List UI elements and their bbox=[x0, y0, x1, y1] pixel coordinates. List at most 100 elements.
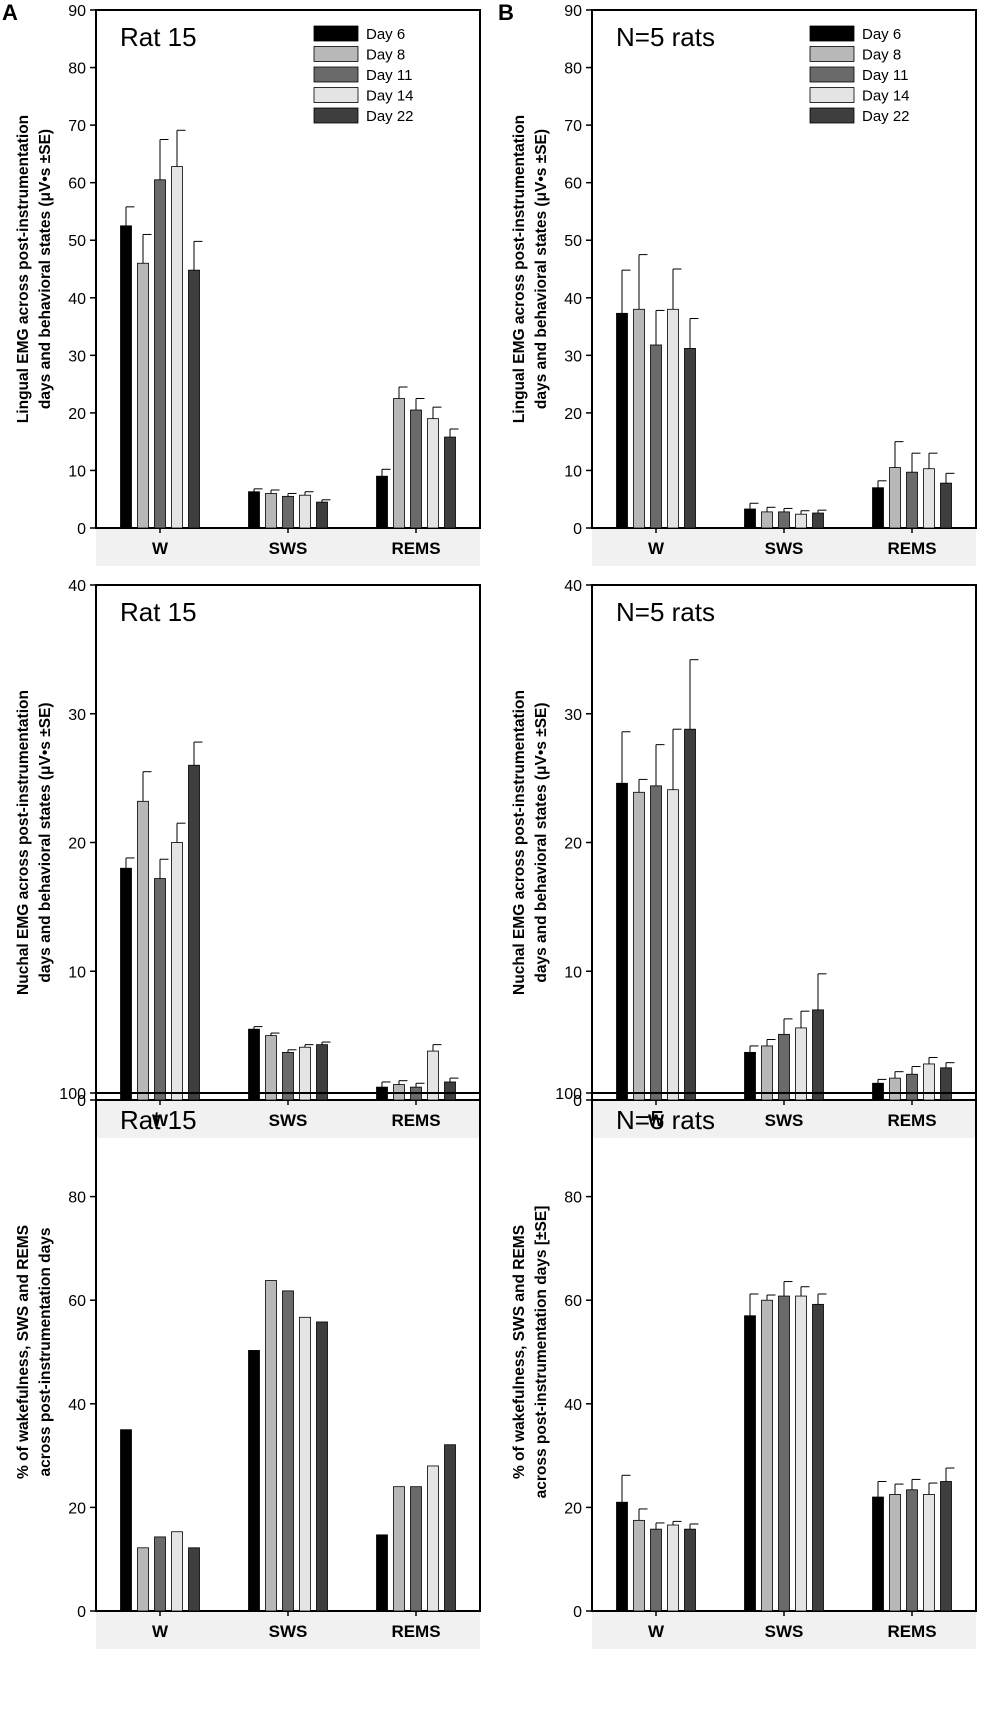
bar-day-22 bbox=[684, 348, 696, 529]
legend-swatch bbox=[809, 25, 855, 42]
y-tick-label: 70 bbox=[68, 118, 86, 135]
bar-day-6 bbox=[120, 225, 132, 529]
bar-day-14 bbox=[795, 513, 807, 529]
bar-day-6 bbox=[744, 1315, 756, 1612]
y-tick-label: 70 bbox=[564, 118, 582, 135]
bar-day-11 bbox=[778, 511, 790, 529]
chart-title: Rat 15 bbox=[120, 22, 197, 52]
y-tick-label: 80 bbox=[564, 1190, 582, 1207]
x-axis-band bbox=[96, 528, 480, 566]
bar-day-14 bbox=[299, 1316, 311, 1612]
bar-day-11 bbox=[906, 1073, 918, 1101]
x-category-label: W bbox=[152, 1111, 169, 1130]
legend-entry: Day 11 bbox=[366, 67, 412, 84]
y-tick-label: 40 bbox=[68, 1397, 86, 1414]
chart-title: N=5 rats bbox=[616, 597, 715, 627]
bar-day-8 bbox=[761, 1045, 773, 1101]
bar-day-22 bbox=[684, 1528, 696, 1612]
x-category-label: W bbox=[152, 539, 169, 558]
chart-title: Rat 15 bbox=[120, 597, 197, 627]
bar-day-14 bbox=[923, 1494, 935, 1612]
x-axis-band bbox=[96, 1611, 480, 1649]
chart-pct-rat15: 0 20 40 60 80 100 % of wakefulness, SWS and RE… bbox=[15, 1086, 481, 1649]
y-tick-label: 0 bbox=[77, 521, 86, 538]
y-axis-label-line2: days and behavioral states (μV•s ±SE) bbox=[533, 702, 550, 982]
bar-day-6 bbox=[120, 867, 132, 1101]
legend-swatch bbox=[313, 107, 359, 124]
y-tick-label: 20 bbox=[564, 836, 582, 853]
legend-entry: Day 14 bbox=[366, 88, 414, 105]
legend-entry: Day 8 bbox=[366, 47, 405, 64]
legend-swatch bbox=[809, 46, 855, 62]
legend-swatch bbox=[809, 66, 855, 83]
y-tick-label: 50 bbox=[68, 233, 86, 250]
x-category-label: SWS bbox=[765, 1622, 804, 1641]
bar-day-14 bbox=[667, 789, 679, 1101]
legend-swatch bbox=[313, 46, 359, 62]
y-tick-label: 20 bbox=[564, 1500, 582, 1517]
y-axis-label-line2: days and behavioral states (μV•s ±SE) bbox=[37, 702, 54, 982]
bar-day-22 bbox=[812, 1303, 824, 1612]
x-category-label: REMS bbox=[391, 539, 440, 558]
legend-swatch bbox=[313, 87, 359, 103]
x-category-label: SWS bbox=[269, 1622, 308, 1641]
bar-day-8 bbox=[265, 493, 277, 529]
bar-day-14 bbox=[171, 842, 183, 1101]
bar-day-6 bbox=[120, 1429, 132, 1612]
bar-day-6 bbox=[376, 1534, 388, 1612]
y-axis-label-line1: % of wakefulness, SWS and REMS bbox=[511, 1225, 528, 1479]
y-tick-label: 30 bbox=[68, 707, 86, 724]
bar-day-6 bbox=[872, 1496, 884, 1612]
y-axis-label-line1: Nuchal EMG across post-instrumentation bbox=[15, 690, 32, 995]
chart-lingual-n5: 0 10 20 30 40 50 60 70 80 90 Lingual EMG across po… bbox=[511, 3, 977, 566]
y-tick-label: 100 bbox=[555, 1086, 582, 1103]
bar-day-14 bbox=[171, 1531, 183, 1612]
y-axis-label-line2: across post-instrumentation days [±SE] bbox=[533, 1206, 550, 1499]
bar-day-22 bbox=[940, 482, 952, 529]
x-axis-band bbox=[592, 528, 976, 566]
legend-swatch bbox=[313, 25, 359, 42]
legend-entry: Day 14 bbox=[862, 88, 910, 105]
bar-day-14 bbox=[427, 418, 439, 529]
bar-day-22 bbox=[316, 1321, 328, 1612]
y-axis-label-line1: Lingual EMG across post-instrumentation bbox=[511, 115, 528, 423]
x-category-label: REMS bbox=[887, 1111, 936, 1130]
legend-swatch bbox=[809, 87, 855, 103]
y-tick-label: 20 bbox=[68, 1500, 86, 1517]
bar-day-6 bbox=[248, 491, 260, 529]
y-tick-label: 40 bbox=[68, 291, 86, 308]
legend-entry: Day 22 bbox=[366, 108, 414, 125]
bar-day-6 bbox=[872, 1082, 884, 1101]
y-tick-label: 10 bbox=[564, 463, 582, 480]
bar-day-22 bbox=[444, 1444, 456, 1612]
x-category-label: REMS bbox=[391, 1622, 440, 1641]
legend-swatch bbox=[809, 107, 855, 124]
bar-day-8 bbox=[265, 1035, 277, 1101]
bar-day-22 bbox=[684, 728, 696, 1101]
y-tick-label: 60 bbox=[564, 1293, 582, 1310]
x-axis-band bbox=[592, 1611, 976, 1649]
bar-day-14 bbox=[299, 494, 311, 529]
bar-day-14 bbox=[795, 1295, 807, 1612]
bar-day-11 bbox=[650, 344, 662, 529]
bar-day-22 bbox=[316, 1044, 328, 1101]
bar-day-22 bbox=[444, 1081, 456, 1101]
bar-day-11 bbox=[154, 878, 166, 1101]
bar-day-6 bbox=[248, 1350, 260, 1612]
bar-day-8 bbox=[761, 1299, 773, 1612]
bar-day-14 bbox=[171, 166, 183, 529]
y-tick-label: 80 bbox=[68, 61, 86, 78]
x-category-label: REMS bbox=[887, 539, 936, 558]
bar-day-11 bbox=[282, 495, 294, 529]
x-category-label: SWS bbox=[765, 539, 804, 558]
chart-title: Rat 15 bbox=[120, 1105, 197, 1135]
y-tick-label: 90 bbox=[564, 3, 582, 20]
bar-day-22 bbox=[940, 1481, 952, 1612]
y-tick-label: 60 bbox=[564, 176, 582, 193]
bar-day-8 bbox=[393, 398, 405, 529]
bar-day-8 bbox=[889, 1494, 901, 1612]
bar-day-11 bbox=[154, 179, 166, 529]
panel-letter-a: A bbox=[2, 0, 18, 25]
y-tick-label: 60 bbox=[68, 1293, 86, 1310]
bar-day-22 bbox=[940, 1067, 952, 1101]
